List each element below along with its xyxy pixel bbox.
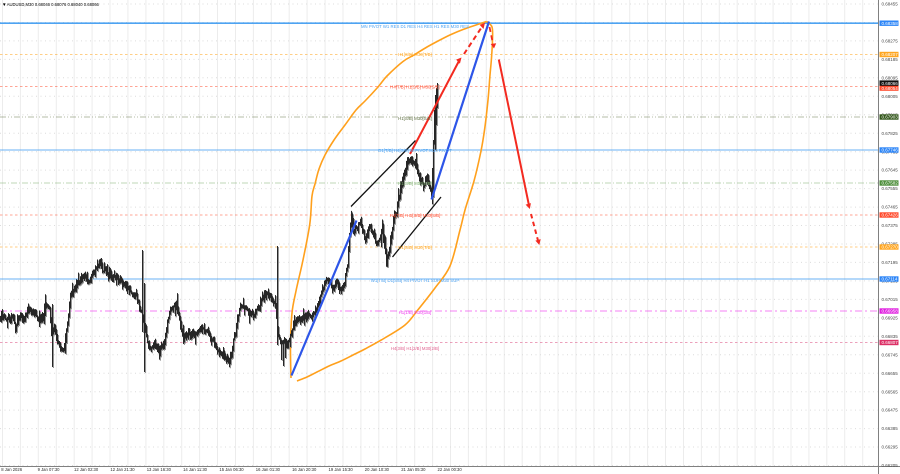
- svg-text:H4[T/B]+H1[S/B] M30[S/B]: H4[T/B]+H1[S/B] M30[S/B]: [390, 213, 441, 218]
- svg-text:0.67582: 0.67582: [882, 181, 899, 186]
- svg-text:8 Jan 2026: 8 Jan 2026: [1, 467, 22, 472]
- svg-text:0.67195: 0.67195: [882, 260, 899, 265]
- svg-text:0.66835: 0.66835: [882, 334, 899, 339]
- svg-text:12 Jan 21:30: 12 Jan 21:30: [110, 467, 135, 472]
- svg-text:21 Jan 05:30: 21 Jan 05:30: [401, 467, 426, 472]
- svg-text:0.67465: 0.67465: [882, 205, 899, 210]
- svg-text:0.68095: 0.68095: [882, 75, 899, 80]
- svg-text:9 Jan 07:30: 9 Jan 07:30: [38, 467, 61, 472]
- svg-text:13 Jan 16:30: 13 Jan 16:30: [147, 467, 172, 472]
- svg-text:0.67285: 0.67285: [882, 242, 899, 247]
- svg-text:0.68275: 0.68275: [882, 39, 899, 44]
- svg-text:0.66475: 0.66475: [882, 408, 899, 413]
- svg-text:12 Jan 02:30: 12 Jan 02:30: [74, 467, 99, 472]
- svg-text:0.68207: 0.68207: [882, 52, 899, 57]
- svg-text:0.67825: 0.67825: [882, 131, 899, 136]
- svg-text:16 Jan 20:30: 16 Jan 20:30: [292, 467, 317, 472]
- svg-text:MN PIVOT W1 RES D1 RES H4 RES: MN PIVOT W1 RES D1 RES H4 RES H1 RES M30…: [361, 24, 469, 29]
- svg-text:0.66745: 0.66745: [882, 352, 899, 357]
- svg-text:H4[3/B] H1[2/B] M30[2/B]: H4[3/B] H1[2/B] M30[2/B]: [391, 346, 439, 351]
- svg-text:H4[T/B] H1[S/B] M30[S/B]: H4[T/B] H1[S/B] M30[S/B]: [390, 85, 439, 90]
- svg-text:0.66565: 0.66565: [882, 389, 899, 394]
- svg-text:H1[S/B] M30[T/B]: H1[S/B] M30[T/B]: [398, 52, 431, 57]
- svg-text:0.68358: 0.68358: [882, 21, 899, 26]
- svg-text:H1[S/B] M30[S/B]: H1[S/B] M30[S/B]: [398, 116, 432, 121]
- svg-text:0.67375: 0.67375: [882, 223, 899, 228]
- svg-text:14 Jan 11:30: 14 Jan 11:30: [183, 467, 208, 472]
- svg-text:H1[1/B] M30[1/B]: H1[1/B] M30[1/B]: [399, 310, 432, 315]
- svg-text:0.67426: 0.67426: [882, 213, 899, 218]
- svg-text:0.66925: 0.66925: [882, 315, 899, 320]
- svg-text:0.67114: 0.67114: [882, 277, 898, 282]
- svg-text:0.67270: 0.67270: [882, 245, 899, 250]
- svg-text:0.67645: 0.67645: [882, 168, 899, 173]
- svg-text:0.68066: 0.68066: [882, 81, 899, 86]
- svg-text:D1[T/B] H4[S/B] W PIVOT M30 PI: D1[T/B] H4[S/B] W PIVOT M30 PIVOT: [378, 148, 452, 153]
- svg-text:D1[S/B] M30[T/B]: D1[S/B] M30[T/B]: [398, 245, 431, 250]
- svg-text:W1[T/B] D1[S/B] H4 PIVOT H1 SU: W1[T/B] D1[S/B] H4 PIVOT H1 SUP M30 SUP: [371, 278, 460, 283]
- svg-text:0.66655: 0.66655: [882, 371, 899, 376]
- svg-text:0.66958: 0.66958: [882, 309, 899, 314]
- svg-text:0.66295: 0.66295: [882, 445, 899, 450]
- svg-text:0.67015: 0.67015: [882, 297, 899, 302]
- svg-text:AUDUSD,M30 0.68046 0.68076 0.: AUDUSD,M30 0.68046 0.68076 0.68040 0.680…: [7, 2, 100, 7]
- svg-text:0.67555: 0.67555: [882, 186, 899, 191]
- svg-text:22 Jan 00:30: 22 Jan 00:30: [438, 467, 463, 472]
- svg-text:0.67746: 0.67746: [882, 148, 899, 153]
- svg-text:0.66205: 0.66205: [882, 463, 899, 468]
- svg-text:0.66807: 0.66807: [882, 340, 899, 345]
- svg-text:0.68455: 0.68455: [882, 2, 899, 7]
- svg-text:H1[S/B] M30[S/B]: H1[S/B] M30[S/B]: [398, 181, 432, 186]
- svg-text:19 Jan 15:30: 19 Jan 15:30: [329, 467, 354, 472]
- svg-text:0.68054: 0.68054: [882, 86, 899, 91]
- svg-text:0.68005: 0.68005: [882, 94, 899, 99]
- svg-text:0.68185: 0.68185: [882, 57, 899, 62]
- svg-text:20 Jan 10:30: 20 Jan 10:30: [365, 467, 390, 472]
- svg-text:15 Jan 06:30: 15 Jan 06:30: [219, 467, 244, 472]
- svg-text:16 Jan 01:30: 16 Jan 01:30: [256, 467, 281, 472]
- svg-text:0.66385: 0.66385: [882, 426, 899, 431]
- svg-text:0.67903: 0.67903: [882, 115, 899, 120]
- svg-text:▼: ▼: [2, 2, 7, 7]
